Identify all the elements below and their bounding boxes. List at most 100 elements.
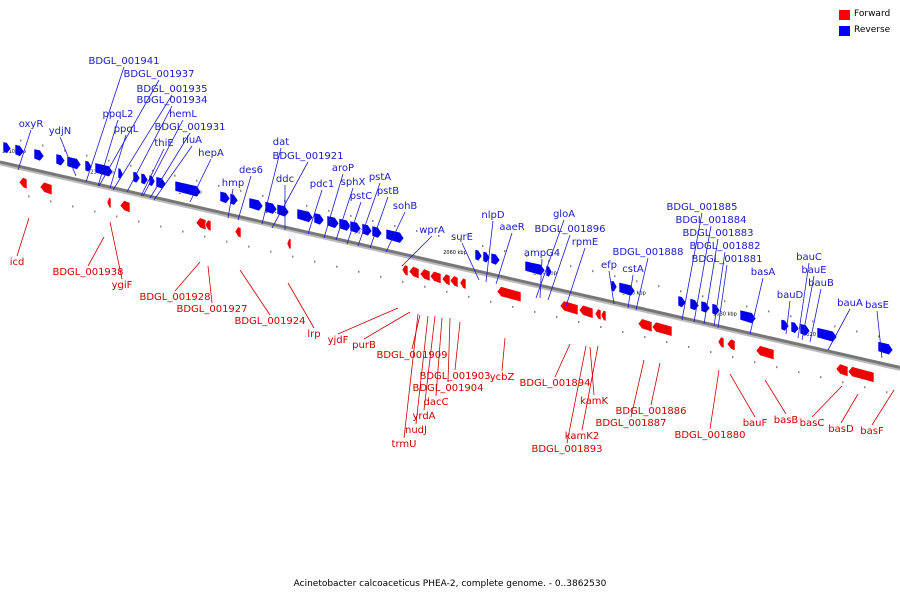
marker-dot: [570, 265, 572, 268]
reverse-gene-arrow: [490, 252, 501, 266]
marker-dot: [460, 240, 462, 243]
marker-dot: [94, 210, 96, 213]
forward-gene-label: BDGL_001924: [234, 316, 305, 327]
marker-dot: [534, 310, 536, 313]
marker-dot: [42, 144, 44, 147]
reverse-gene-arrow: [739, 309, 757, 324]
marker-dot: [204, 235, 206, 238]
scale-tick-label: 2030 kbp: [713, 312, 737, 318]
forward-gene-arrow: [835, 363, 849, 378]
forward-gene-leader: [581, 345, 599, 431]
legend-reverse-label: Reverse: [854, 25, 891, 35]
reverse-gene-leader: [385, 211, 406, 253]
marker-dot: [644, 336, 646, 339]
forward-gene-arrow: [847, 366, 875, 383]
forward-gene-arrow: [286, 238, 292, 250]
marker-dot: [446, 290, 448, 293]
reverse-gene-arrow: [140, 172, 149, 186]
forward-gene-leader: [239, 269, 271, 316]
reverse-gene-leader: [693, 225, 712, 323]
reverse-gene-label: BDGL_001935: [136, 84, 207, 95]
forward-gene-arrow: [496, 286, 522, 303]
reverse-gene-leader: [59, 136, 77, 177]
reverse-gene-label: ampG4: [524, 248, 560, 259]
reverse-gene-leader: [261, 147, 282, 225]
marker-dot: [658, 285, 660, 288]
forward-gene-label: trmU: [392, 439, 417, 450]
reverse-gene-arrow: [2, 141, 12, 154]
forward-gene-arrow: [234, 226, 242, 239]
forward-gene-leader: [554, 343, 571, 378]
forward-gene-arrow: [449, 275, 459, 289]
forward-gene-leader: [337, 307, 399, 335]
marker-dot: [50, 200, 52, 203]
forward-gene-arrow: [408, 266, 420, 280]
reverse-gene-label: ydjN: [49, 126, 72, 137]
forward-gene-arrow: [195, 217, 207, 231]
reverse-gene-leader: [149, 132, 191, 199]
marker-dot: [798, 371, 800, 374]
forward-gene-leader: [840, 393, 859, 424]
forward-gene-leader: [207, 265, 213, 304]
marker-dot: [28, 195, 30, 198]
marker-dot: [394, 224, 396, 227]
reverse-gene-label: cstA: [622, 264, 644, 275]
reverse-gene-label: hmp: [222, 178, 244, 189]
reverse-gene-leader: [539, 258, 543, 299]
marker-dot: [680, 290, 682, 293]
marker-dot: [666, 341, 668, 344]
reverse-gene-label: BDGL_001885: [666, 202, 737, 213]
marker-dot: [438, 234, 440, 237]
reverse-gene-arrow: [677, 295, 687, 308]
reverse-gene-label: BDGL_001921: [272, 151, 343, 162]
forward-gene-arrow: [419, 268, 431, 282]
forward-gene-label: dacC: [424, 397, 449, 408]
reverse-gene-label: dat: [273, 137, 289, 148]
reverse-gene-leader: [126, 105, 173, 193]
forward-gene-leader: [764, 379, 787, 415]
reverse-gene-leader: [323, 173, 344, 239]
forward-gene-leader: [566, 345, 587, 444]
legend-forward-label: Forward: [854, 9, 891, 19]
marker-dot: [416, 229, 418, 232]
forward-gene-arrow: [594, 308, 602, 321]
reverse-gene-leader: [627, 274, 634, 309]
reverse-gene-leader: [785, 300, 791, 335]
reverse-gene-label: bauC: [796, 252, 822, 263]
reverse-gene-arrow: [877, 341, 894, 356]
marker-dot: [174, 174, 176, 177]
reverse-gene-arrow: [219, 190, 231, 204]
gene-labels: oxyR ydjN BDGL_001941 BDGL_001937 BDGL_00193…: [10, 56, 889, 455]
marker-dot: [402, 280, 404, 283]
reverse-gene-label: aaeR: [499, 222, 524, 233]
reverse-gene-leader: [85, 66, 125, 183]
reverse-gene-label: BDGL_001937: [123, 69, 194, 80]
marker-dot: [292, 255, 294, 258]
forward-gene-label: BDGL_001894: [519, 378, 590, 389]
reverse-gene-label: ppqL: [114, 124, 139, 135]
marker-dot: [688, 346, 690, 349]
forward-gene-leader: [109, 221, 123, 280]
reverse-gene-leader: [142, 119, 184, 197]
forward-gene-label: ycbZ: [490, 372, 515, 383]
reverse-swatch: [839, 26, 850, 36]
scale-tick-label: 2110 kbp: [2, 149, 26, 155]
reverse-gene-leader: [565, 247, 586, 307]
marker-dot: [152, 169, 154, 172]
forward-gene-label: BDGL_001886: [615, 406, 686, 417]
marker-dot: [262, 194, 264, 197]
forward-gene-label: icd: [10, 257, 25, 268]
reverse-gene-leader: [346, 201, 362, 245]
reverse-gene-leader: [703, 238, 719, 325]
marker-dot: [812, 320, 814, 323]
reverse-gene-leader: [140, 148, 165, 197]
marker-dot: [636, 280, 638, 283]
forward-gene-leader: [811, 385, 843, 418]
scale-tick-label: 2040 kbp: [622, 291, 646, 297]
forward-gene-leader: [287, 282, 315, 329]
forward-gene-arrow: [441, 273, 451, 287]
reverse-gene-leader: [369, 196, 389, 249]
forward-gene-arrow: [119, 200, 131, 214]
marker-dot: [350, 214, 352, 217]
